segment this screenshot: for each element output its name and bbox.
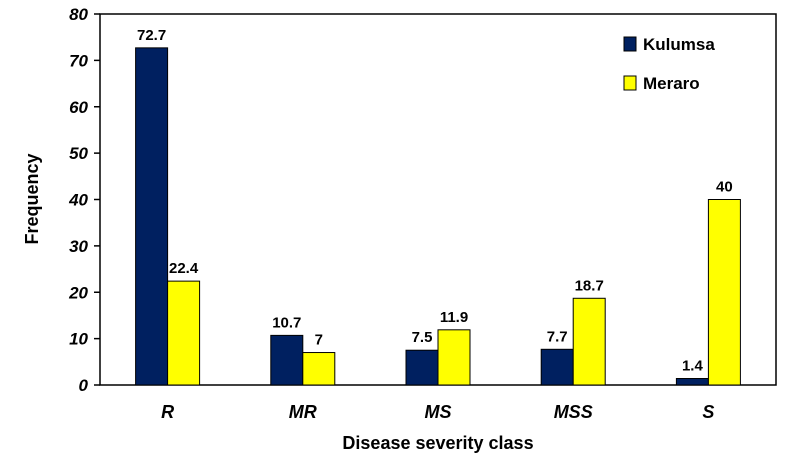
x-tick-label: S	[702, 402, 714, 422]
data-label: 72.7	[137, 27, 166, 44]
data-label: 18.7	[575, 277, 604, 294]
legend-label-kulumsa: Kulumsa	[643, 35, 715, 54]
x-tick-label: MSS	[554, 402, 593, 422]
bar-meraro-mss	[572, 297, 606, 386]
y-tick-label: 40	[68, 191, 88, 210]
legend-label-meraro: Meraro	[643, 74, 700, 93]
data-label: 7	[315, 332, 323, 349]
x-tick-label: R	[161, 402, 174, 422]
legend-swatch-kulumsa	[623, 36, 637, 52]
bar-meraro-mr	[302, 352, 336, 386]
bar-meraro-ms	[437, 329, 471, 386]
x-axis-title: Disease severity class	[342, 433, 533, 453]
y-tick-label: 10	[69, 330, 88, 349]
y-axis: 0 10 20 30 40 50 60 70 80	[68, 5, 100, 395]
legend: Kulumsa Meraro	[623, 35, 715, 93]
y-tick-label: 70	[69, 51, 88, 70]
bar-kulumsa-r	[135, 47, 169, 386]
y-tick-label: 30	[69, 237, 88, 256]
bar-kulumsa-mss	[540, 348, 574, 386]
data-label: 11.9	[440, 309, 468, 326]
y-tick-label: 50	[69, 144, 88, 163]
y-tick-label: 60	[69, 98, 88, 117]
bar-kulumsa-ms	[405, 349, 439, 386]
data-label: 7.7	[547, 328, 568, 345]
plot-area	[99, 13, 777, 386]
bar-kulumsa-s	[675, 378, 709, 386]
bar-meraro-s	[707, 199, 741, 386]
x-tick-label: MS	[425, 402, 452, 422]
x-tick-label: MR	[289, 402, 317, 422]
y-axis-title: Frequency	[22, 153, 42, 244]
data-label: 22.4	[169, 260, 199, 277]
bar-meraro-r	[167, 280, 201, 386]
data-label: 1.4	[682, 358, 704, 375]
y-tick-label: 80	[69, 5, 88, 24]
y-tick-label: 0	[79, 376, 89, 395]
x-axis: R MR MS MSS S	[161, 402, 714, 422]
legend-swatch-meraro	[623, 75, 637, 91]
data-label: 10.7	[272, 314, 301, 331]
bars: 72.7 22.4 10.7 7 7.5 11.9 7.7 18.7 1.4 40	[135, 27, 741, 386]
bar-kulumsa-mr	[270, 334, 304, 386]
y-tick-label: 20	[68, 283, 88, 302]
data-label: 7.5	[412, 329, 433, 346]
data-label: 40	[716, 179, 733, 196]
